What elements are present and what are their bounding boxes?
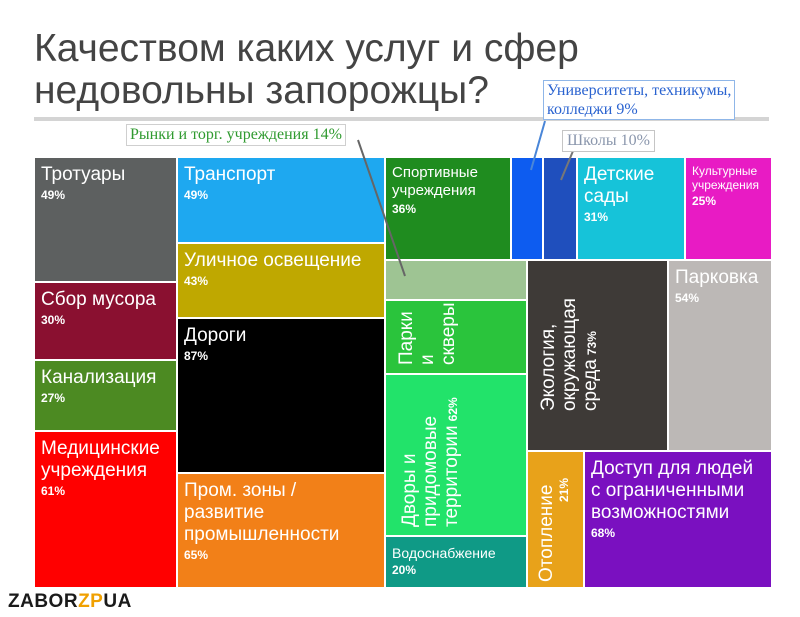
treemap-value-6: 43%: [184, 274, 209, 288]
treemap-label-9: Спортивные учреждения 36%: [392, 164, 506, 217]
treemap-label-8: Пром. зоны / развитие промышленности 65%: [184, 480, 380, 563]
treemap-label-text-21: Доступ для людей с ограниченными возможн…: [591, 458, 754, 523]
treemap-cell-14: [511, 157, 543, 260]
treemap-label-1: Тротуары 49%: [41, 164, 172, 203]
title-divider: [34, 117, 769, 121]
treemap-cell-16: Детские сады 31%: [577, 157, 685, 260]
treemap-value-5: 49%: [184, 188, 209, 202]
callout-line-universities: [530, 120, 546, 171]
treemap-label-5: Транспорт 49%: [184, 164, 380, 203]
treemap-label-text-6: Уличное освещение: [184, 250, 362, 271]
treemap-cell-13: Водоснабжение 20%: [385, 536, 527, 588]
treemap-value-3: 27%: [41, 391, 66, 405]
treemap-label-text-13: Водоснабжение: [392, 545, 496, 561]
callout-universities: Университеты, техникумы, колледжи 9%: [543, 80, 736, 120]
logo-part-1: ZABOR: [8, 591, 79, 612]
treemap-value-9: 36%: [392, 202, 417, 216]
treemap-label-text-9: Спортивные учреждения: [392, 164, 478, 199]
treemap-label-text-16: Детские сады: [584, 164, 655, 207]
treemap-label-text-3: Канализация: [41, 367, 157, 388]
treemap-value-1: 49%: [41, 188, 66, 202]
treemap-label-4: Медицинские учреждения 61%: [41, 438, 172, 499]
site-logo: ZABORZPUA: [8, 591, 132, 613]
chart-title: Качеством каких услуг и сфер недовольны …: [34, 28, 579, 112]
treemap-value-21: 68%: [591, 526, 616, 540]
treemap-cell-17: Культурные учреждения 25%: [685, 157, 772, 260]
treemap-label-text-5: Транспорт: [184, 164, 276, 185]
treemap-cell-6: Уличное освещение 43%: [177, 243, 385, 318]
treemap-label-text-17: Культурные учреждения: [692, 164, 759, 192]
treemap-cell-4: Медицинские учреждения 61%: [34, 431, 177, 588]
treemap-value-2: 30%: [41, 313, 66, 327]
treemap-cell-21: Доступ для людей с ограниченными возможн…: [584, 451, 772, 588]
treemap-cell-7: Дороги 87%: [177, 318, 385, 473]
treemap-value-17: 25%: [692, 194, 717, 208]
treemap-value-19: 54%: [675, 291, 700, 305]
treemap-label-text-19: Парковка: [675, 267, 759, 288]
treemap-cell-2: Сбор мусора 30%: [34, 282, 177, 360]
treemap-cell-10: [385, 260, 527, 300]
treemap-cell-20: Отопление 21%: [527, 451, 584, 588]
treemap-label-17: Культурные учреждения 25%: [692, 164, 767, 209]
callout-universities-text-2: колледжи 9%: [547, 101, 638, 118]
callout-schools-text: Школы 10%: [567, 132, 650, 149]
treemap-value-16: 31%: [584, 210, 609, 224]
treemap-cell-1: Тротуары 49%: [34, 157, 177, 282]
treemap-label-16: Детские сады 31%: [584, 164, 680, 225]
treemap-cell-12: Дворы и придомовые территории62%: [385, 374, 527, 536]
treemap-cell-18: Экология, окружающая среда73%: [527, 260, 668, 451]
chart-title-line-2: недовольны запорожцы?: [34, 69, 489, 112]
treemap-label-text-2: Сбор мусора: [41, 289, 156, 310]
treemap-label-6: Уличное освещение 43%: [184, 250, 380, 289]
treemap-value-4: 61%: [41, 484, 66, 498]
treemap-cell-15: [543, 157, 577, 260]
treemap-label-21: Доступ для людей с ограниченными возможн…: [591, 458, 767, 541]
chart-title-line-1: Качеством каких услуг и сфер: [34, 27, 579, 70]
callout-line-markets: [357, 139, 406, 277]
treemap-value-7: 87%: [184, 349, 209, 363]
treemap-value-8: 65%: [184, 548, 209, 562]
callout-schools: Школы 10%: [562, 130, 655, 152]
treemap-label-text-4: Медицинские учреждения: [41, 438, 160, 481]
treemap-cell-19: Парковка 54%: [668, 260, 772, 451]
treemap-label-13: Водоснабжение 20%: [392, 545, 496, 578]
callout-universities-text-1: Университеты, техникумы,: [547, 82, 732, 99]
callout-line-schools: [560, 150, 574, 181]
treemap-label-text-7: Дороги: [184, 325, 247, 346]
treemap-value-13: 20%: [392, 563, 417, 577]
treemap-cell-3: Канализация 27%: [34, 360, 177, 431]
callout-markets: Рынки и торг. учреждения 14%: [126, 124, 346, 146]
treemap-cell-8: Пром. зоны / развитие промышленности 65%: [177, 473, 385, 588]
treemap-cell-11: Паркиискверы29%: [385, 300, 527, 374]
callout-markets-text: Рынки и торг. учреждения 14%: [130, 126, 342, 143]
treemap-label-text-1: Тротуары: [41, 164, 126, 185]
treemap-label-3: Канализация 27%: [41, 367, 172, 406]
treemap-label-2: Сбор мусора 30%: [41, 289, 172, 328]
treemap-cell-9: Спортивные учреждения 36%: [385, 157, 511, 260]
logo-part-3: UA: [103, 591, 132, 612]
treemap-label-19: Парковка 54%: [675, 267, 767, 306]
treemap-label-7: Дороги 87%: [184, 325, 380, 364]
treemap-label-text-8: Пром. зоны / развитие промышленности: [184, 480, 340, 545]
treemap-cell-5: Транспорт 49%: [177, 157, 385, 243]
logo-part-2: ZP: [78, 591, 104, 612]
